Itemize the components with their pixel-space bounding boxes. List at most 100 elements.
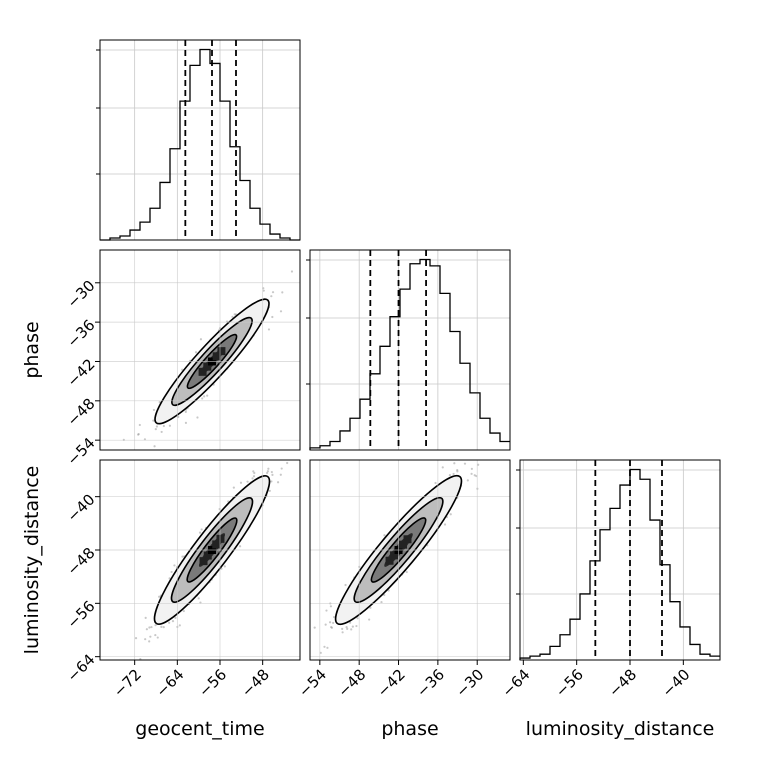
scatter-point xyxy=(177,415,180,419)
x-tick-label-luminosity_distance: −40 xyxy=(658,666,693,701)
scatter-point xyxy=(368,618,371,621)
scatter-point xyxy=(184,410,187,414)
y-tick-label-phase: −48 xyxy=(63,395,98,430)
xlabel-phase: phase xyxy=(381,718,438,740)
hist-panel-geocent_time xyxy=(96,39,301,241)
histogram-luminosity_distance xyxy=(519,468,720,660)
density-cell xyxy=(217,347,226,356)
panel-contents xyxy=(303,462,480,654)
x-tick-label-geocent_time: −72 xyxy=(110,666,145,701)
scatter-point xyxy=(174,616,177,619)
scatter-point xyxy=(267,467,270,470)
scatter-point xyxy=(477,463,480,466)
scatter-point xyxy=(470,467,473,470)
scatter-point xyxy=(349,621,352,624)
scatter-point xyxy=(203,395,206,398)
ylabel-phase: phase xyxy=(21,321,43,378)
scatter-point xyxy=(231,315,234,318)
scatter-point xyxy=(145,628,148,631)
scatter-point xyxy=(199,338,203,341)
scatter-point xyxy=(286,461,289,465)
scatter-point xyxy=(453,462,456,465)
scatter-point xyxy=(168,621,171,624)
scatter-point xyxy=(344,583,347,587)
scatter-point xyxy=(137,433,140,436)
scatter-point xyxy=(271,291,275,294)
density-cell xyxy=(390,551,399,560)
scatter-point xyxy=(152,419,155,422)
scatter-point xyxy=(369,606,372,609)
scatter-point xyxy=(116,664,118,666)
scatter-point xyxy=(154,624,157,627)
scatter-point xyxy=(144,616,147,619)
histogram-phase xyxy=(309,258,510,450)
density-cell xyxy=(212,540,221,549)
scatter-point xyxy=(332,621,335,625)
scatter-point xyxy=(181,555,184,558)
scatter-point xyxy=(253,471,256,475)
scatter-point xyxy=(281,291,284,294)
scatter-point xyxy=(456,470,459,473)
scatter-point xyxy=(303,628,305,630)
scatter-point xyxy=(355,624,358,628)
scatter-point xyxy=(223,565,226,568)
scatter-point xyxy=(356,617,359,620)
scatter-point xyxy=(182,609,185,613)
x-tick-label-phase: −36 xyxy=(413,666,448,701)
scatter-point xyxy=(197,597,200,600)
scatter-point xyxy=(155,425,159,428)
density-cell xyxy=(198,367,207,376)
scatter-point xyxy=(383,534,386,537)
scatter-point xyxy=(201,397,204,400)
density-cell xyxy=(403,535,412,544)
scatter-point xyxy=(262,289,265,292)
panel-geocent_time-vs-phase xyxy=(99,249,301,451)
scatter-point xyxy=(160,625,163,628)
scatter-point xyxy=(330,625,333,629)
y-tick-label-luminosity_distance: −48 xyxy=(63,544,98,579)
scatter-point xyxy=(200,528,203,531)
scatter-point xyxy=(280,467,283,470)
scatter-point xyxy=(162,424,165,428)
scatter-point xyxy=(277,453,279,455)
scatter-point xyxy=(152,408,156,412)
scatter-point xyxy=(168,577,171,580)
scatter-point xyxy=(270,480,273,483)
scatter-point xyxy=(383,593,386,597)
hist-panel-luminosity_distance xyxy=(516,459,721,661)
panel-frame xyxy=(99,249,301,451)
scatter-point xyxy=(441,466,444,469)
scatter-point xyxy=(466,479,469,482)
panel-frame xyxy=(309,459,511,661)
scatter-point xyxy=(268,489,271,492)
scatter-point xyxy=(239,545,242,548)
scatter-point xyxy=(290,270,294,273)
scatter-point xyxy=(279,473,282,476)
x-tick-label-phase: −30 xyxy=(452,666,487,701)
y-tick-label-luminosity_distance: −64 xyxy=(63,650,98,685)
panel-frame xyxy=(99,459,301,661)
scatter-point xyxy=(341,627,344,630)
x-tick-label-geocent_time: −48 xyxy=(238,666,273,701)
scatter-point xyxy=(443,523,447,526)
x-tick-label-luminosity_distance: −64 xyxy=(498,666,533,701)
scatter-point xyxy=(448,474,451,477)
scatter-point xyxy=(265,471,269,475)
panel-frame xyxy=(99,39,301,241)
x-tick-label-geocent_time: −64 xyxy=(152,666,187,701)
scatter-point xyxy=(206,394,209,397)
scatter-point xyxy=(156,636,159,639)
scatter-point xyxy=(198,531,202,534)
scatter-point xyxy=(313,626,316,629)
scatter-point xyxy=(271,473,274,476)
scatter-point xyxy=(319,651,322,654)
x-tick-label-phase: −54 xyxy=(295,666,330,701)
scatter-point xyxy=(144,638,147,641)
scatter-point xyxy=(184,421,188,424)
scatter-point xyxy=(154,427,157,431)
scatter-point xyxy=(218,507,221,511)
scatter-point xyxy=(178,624,181,627)
scatter-point xyxy=(266,470,269,473)
x-tick-label-luminosity_distance: −56 xyxy=(552,666,587,701)
